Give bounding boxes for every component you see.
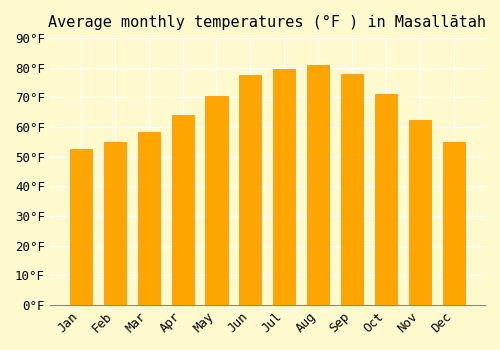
Bar [240, 75, 262, 305]
Bar [70, 149, 92, 305]
Bar [206, 96, 228, 305]
Bar [308, 65, 330, 305]
Bar [138, 132, 160, 305]
Bar [443, 142, 465, 305]
Bar [172, 115, 194, 305]
Bar [375, 94, 398, 305]
Bar [342, 74, 363, 305]
Bar [104, 142, 126, 305]
Bar [274, 69, 295, 305]
Bar [409, 120, 432, 305]
Title: Average monthly temperatures (°F ) in Masallātah: Average monthly temperatures (°F ) in Ma… [48, 15, 486, 30]
